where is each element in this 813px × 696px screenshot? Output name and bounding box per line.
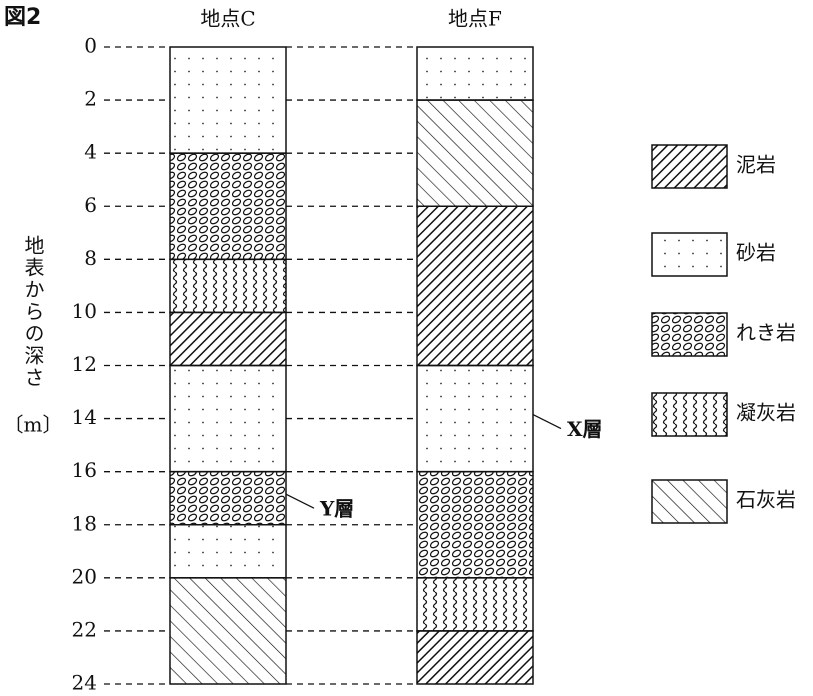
layer bbox=[169, 258, 287, 314]
legend-label: 砂岩 bbox=[736, 241, 776, 265]
layer bbox=[169, 364, 287, 473]
legend-label: 泥岩 bbox=[736, 153, 776, 177]
column-title: 地点F bbox=[448, 7, 502, 31]
depth-tick-label: 10 bbox=[72, 299, 97, 323]
depth-tick-label: 0 bbox=[84, 34, 97, 58]
axis-unit: 〔m〕 bbox=[4, 413, 63, 437]
leader-line bbox=[532, 414, 562, 430]
layer bbox=[416, 46, 534, 101]
legend-swatch bbox=[651, 144, 728, 189]
depth-tick-label: 24 bbox=[72, 671, 97, 695]
depth-tick-label: 8 bbox=[84, 246, 97, 270]
layer bbox=[416, 364, 534, 473]
depth-tick-label: 20 bbox=[72, 564, 97, 588]
layer bbox=[416, 630, 534, 685]
figure-label: 図2 bbox=[4, 5, 41, 30]
layer bbox=[416, 577, 534, 632]
layer bbox=[169, 311, 287, 367]
legend-label: 凝灰岩 bbox=[736, 401, 796, 425]
legend-swatch bbox=[651, 392, 728, 437]
legend-swatch bbox=[651, 479, 728, 524]
annotation: X層 bbox=[567, 417, 603, 441]
layer bbox=[169, 577, 287, 685]
layer bbox=[169, 152, 287, 261]
depth-tick-label: 2 bbox=[84, 87, 97, 111]
column-title: 地点C bbox=[200, 7, 255, 31]
legend-label: 石灰岩 bbox=[736, 488, 796, 512]
layer bbox=[416, 205, 534, 367]
layer bbox=[169, 46, 287, 154]
depth-tick-label: 18 bbox=[72, 511, 97, 535]
axis-label: 地表からの深さ bbox=[21, 235, 45, 389]
layer bbox=[416, 99, 534, 207]
leader-line bbox=[285, 493, 315, 509]
depth-tick-label: 4 bbox=[84, 140, 97, 164]
depth-tick-label: 16 bbox=[72, 458, 97, 482]
depth-tick-label: 12 bbox=[72, 352, 97, 376]
legend-swatch bbox=[651, 232, 728, 277]
layer bbox=[416, 470, 534, 579]
legend-swatch bbox=[651, 312, 728, 357]
depth-tick-label: 22 bbox=[72, 617, 97, 641]
depth-tick-label: 14 bbox=[72, 405, 97, 429]
layer bbox=[169, 524, 287, 579]
layer bbox=[169, 470, 287, 526]
annotation: Y層 bbox=[319, 497, 354, 521]
legend-label: れき岩 bbox=[736, 321, 796, 345]
depth-tick-label: 6 bbox=[84, 193, 97, 217]
